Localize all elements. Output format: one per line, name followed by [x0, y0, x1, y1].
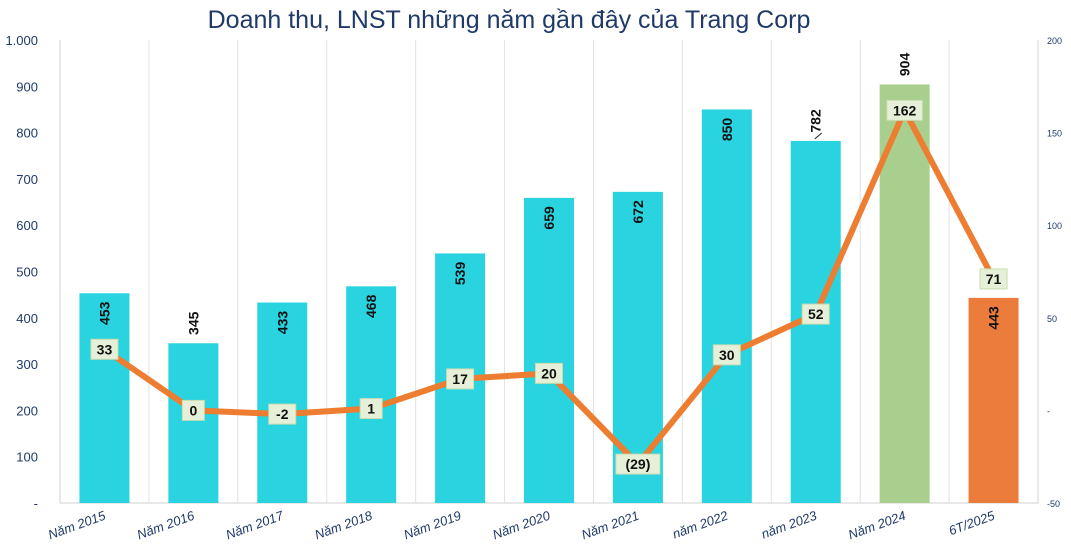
- x-tick-label: Năm 2021: [579, 508, 640, 543]
- x-tick-label: Năm 2020: [491, 507, 553, 542]
- y-right-tick-label: 200: [1047, 36, 1062, 46]
- y-left-tick-label: 600: [16, 218, 38, 233]
- revenue-bar: [701, 109, 752, 503]
- y-right-tick-label: 150: [1047, 129, 1062, 139]
- profit-point-label: 71: [986, 271, 1002, 287]
- x-tick-label: Năm 2024: [846, 508, 907, 543]
- revenue-bar: [257, 302, 308, 503]
- y-right-tick-label: 100: [1047, 221, 1062, 231]
- profit-point-label: (29): [625, 456, 650, 472]
- revenue-bar: [346, 286, 397, 503]
- y-left-tick-label: 800: [16, 126, 38, 141]
- profit-point-label-box: [712, 344, 741, 366]
- revenue-bar: [168, 343, 219, 503]
- y-left-tick-label: 200: [16, 403, 38, 418]
- y-left-tick-label: 700: [16, 172, 38, 187]
- y-left-tick-label: -: [34, 496, 38, 511]
- revenue-bar-label: 453: [96, 301, 112, 325]
- x-tick-label: Năm 2018: [313, 507, 375, 542]
- profit-point-label-box: [801, 303, 830, 325]
- revenue-bar: [968, 297, 1019, 503]
- profit-point-label-box: [979, 268, 1008, 290]
- profit-point-label: 0: [189, 402, 197, 418]
- profit-point-label-box: [886, 99, 923, 121]
- x-tick-label: năm 2023: [759, 507, 819, 541]
- revenue-bar-label: 468: [363, 294, 379, 318]
- profit-point-label-box: [446, 368, 475, 390]
- profit-point-label: 30: [719, 347, 735, 363]
- y-right-tick-label: -50: [1047, 499, 1060, 509]
- revenue-bar-label: 782: [808, 109, 824, 133]
- revenue-bar-label: 850: [719, 118, 735, 142]
- y-left-tick-label: 1.000: [5, 33, 38, 48]
- y-right-tick-label: -: [1047, 406, 1050, 416]
- revenue-bar-label: 539: [452, 262, 468, 286]
- profit-point-label: 20: [541, 365, 557, 381]
- revenue-bar-label: 443: [986, 306, 1002, 330]
- x-tick-label: Năm 2017: [224, 507, 286, 542]
- revenue-bar-label: 433: [274, 311, 290, 335]
- profit-point-label: 33: [97, 341, 113, 357]
- y-left-tick-label: 900: [16, 79, 38, 94]
- chart-title: Doanh thu, LNST những năm gần đây của Tr…: [207, 6, 811, 34]
- profit-point-label: 162: [893, 102, 917, 118]
- profit-point-label-box: [535, 362, 563, 384]
- revenue-bar-label: 672: [630, 200, 646, 224]
- label-leader-line: [814, 132, 823, 140]
- x-tick-label: Năm 2019: [402, 508, 463, 543]
- profit-point-label-box: [90, 338, 119, 360]
- profit-point-label: 17: [452, 371, 468, 387]
- x-tick-label: 6T/2025: [947, 507, 998, 538]
- profit-point-label-box: [181, 399, 205, 421]
- y-left-tick-label: 100: [16, 450, 38, 465]
- profit-point-label-box: [268, 403, 297, 425]
- revenue-bar: [524, 197, 574, 503]
- x-tick-label: Năm 2016: [135, 507, 197, 542]
- revenue-bar-label: 345: [185, 311, 201, 335]
- profit-point-label-box: [615, 453, 661, 475]
- x-tick-label: năm 2022: [670, 507, 730, 541]
- revenue-bar-label: 659: [541, 206, 557, 230]
- profit-point-label: -2: [276, 406, 289, 422]
- y-left-tick-label: 400: [16, 311, 38, 326]
- profit-point-label: 1: [367, 401, 375, 417]
- profit-point-label: 52: [808, 306, 824, 322]
- revenue-bar-label: 904: [897, 53, 913, 77]
- profit-point-label-box: [359, 398, 383, 420]
- revenue-bar: [79, 293, 130, 503]
- y-left-tick-label: 300: [16, 357, 38, 372]
- y-left-tick-label: 500: [16, 265, 38, 280]
- x-tick-label: Năm 2015: [46, 507, 108, 542]
- y-right-tick-label: 50: [1047, 314, 1057, 324]
